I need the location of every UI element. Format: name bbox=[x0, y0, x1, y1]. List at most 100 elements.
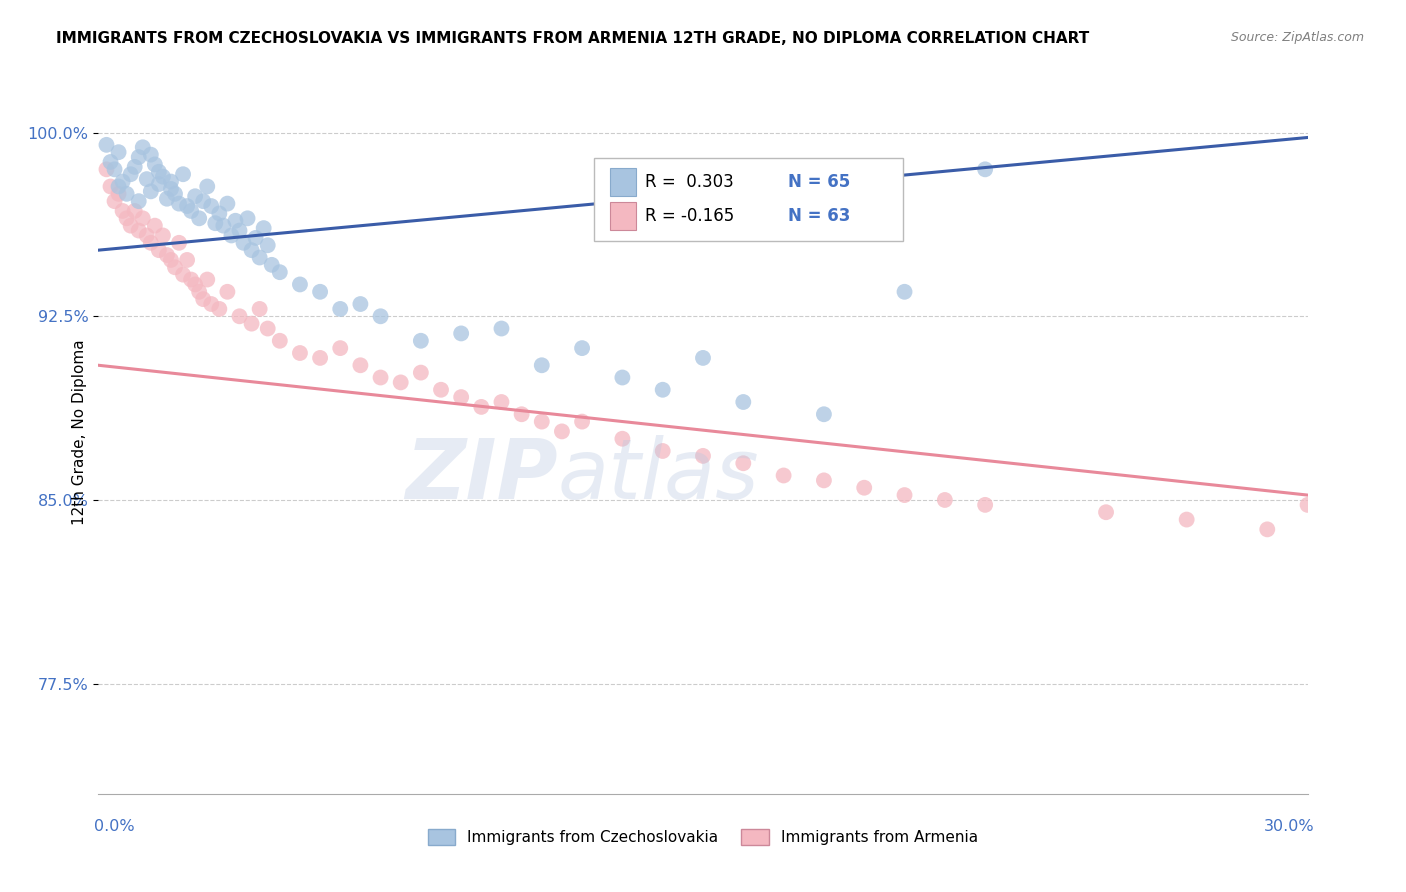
Point bbox=[813, 474, 835, 488]
Text: R =  0.303: R = 0.303 bbox=[645, 173, 734, 191]
Point bbox=[188, 285, 211, 299]
Point bbox=[249, 251, 271, 265]
Point bbox=[491, 321, 513, 335]
Point bbox=[228, 223, 250, 237]
Point bbox=[107, 145, 129, 160]
Point bbox=[195, 272, 218, 286]
Point bbox=[772, 468, 794, 483]
Point bbox=[450, 390, 472, 404]
Point bbox=[612, 432, 634, 446]
Point bbox=[148, 177, 170, 191]
Point bbox=[692, 449, 714, 463]
Point bbox=[1175, 512, 1198, 526]
Point bbox=[103, 162, 125, 177]
Point bbox=[240, 317, 263, 331]
Point bbox=[152, 169, 174, 184]
Point bbox=[132, 211, 155, 226]
Point bbox=[200, 199, 222, 213]
Text: Source: ZipAtlas.com: Source: ZipAtlas.com bbox=[1230, 31, 1364, 45]
Point bbox=[208, 301, 231, 316]
Point bbox=[152, 228, 174, 243]
Point bbox=[813, 407, 835, 421]
Point bbox=[115, 211, 138, 226]
Point bbox=[124, 204, 146, 219]
Point bbox=[530, 358, 553, 372]
Point bbox=[228, 310, 250, 324]
Point bbox=[1256, 522, 1278, 536]
Point bbox=[120, 167, 142, 181]
Point bbox=[148, 243, 170, 257]
Point bbox=[269, 334, 291, 348]
Point bbox=[236, 211, 259, 226]
Point bbox=[232, 235, 254, 250]
Point bbox=[349, 297, 371, 311]
Text: N = 65: N = 65 bbox=[787, 173, 849, 191]
Point bbox=[240, 243, 263, 257]
Point bbox=[853, 481, 876, 495]
Point bbox=[256, 321, 278, 335]
Point bbox=[692, 351, 714, 365]
Point bbox=[172, 268, 194, 282]
Point bbox=[193, 194, 215, 209]
Point bbox=[212, 219, 235, 233]
Point bbox=[893, 488, 915, 502]
Text: ZIP: ZIP bbox=[405, 435, 558, 516]
Point bbox=[163, 260, 186, 275]
Point bbox=[893, 285, 915, 299]
Point bbox=[612, 370, 634, 384]
Point bbox=[184, 189, 207, 203]
Point bbox=[156, 248, 179, 262]
Point bbox=[974, 162, 997, 177]
Point bbox=[148, 165, 170, 179]
Text: IMMIGRANTS FROM CZECHOSLOVAKIA VS IMMIGRANTS FROM ARMENIA 12TH GRADE, NO DIPLOMA: IMMIGRANTS FROM CZECHOSLOVAKIA VS IMMIGR… bbox=[56, 31, 1090, 46]
Bar bbox=[610, 202, 637, 229]
Point bbox=[370, 310, 392, 324]
Point bbox=[217, 285, 239, 299]
Point bbox=[135, 228, 157, 243]
Point bbox=[450, 326, 472, 341]
Point bbox=[139, 185, 162, 199]
Point bbox=[329, 341, 352, 355]
Point bbox=[120, 219, 142, 233]
Point bbox=[309, 285, 332, 299]
Point bbox=[217, 196, 239, 211]
Point bbox=[96, 137, 118, 152]
Point bbox=[124, 160, 146, 174]
FancyBboxPatch shape bbox=[595, 158, 903, 241]
Point bbox=[200, 297, 222, 311]
Point bbox=[184, 277, 207, 292]
Point bbox=[491, 395, 513, 409]
Point bbox=[245, 231, 267, 245]
Point bbox=[409, 366, 432, 380]
Point bbox=[107, 179, 129, 194]
Point bbox=[530, 415, 553, 429]
Point bbox=[100, 155, 122, 169]
Point bbox=[208, 206, 231, 220]
Point bbox=[1296, 498, 1319, 512]
Text: atlas: atlas bbox=[558, 435, 759, 516]
Point bbox=[470, 400, 492, 414]
Point bbox=[1095, 505, 1118, 519]
Text: 30.0%: 30.0% bbox=[1264, 820, 1315, 834]
Point bbox=[176, 199, 198, 213]
Point bbox=[156, 192, 179, 206]
Point bbox=[221, 228, 243, 243]
Point bbox=[224, 213, 246, 227]
Bar bbox=[610, 169, 637, 195]
Point bbox=[167, 235, 190, 250]
Text: N = 63: N = 63 bbox=[787, 207, 851, 225]
Point bbox=[409, 334, 432, 348]
Point bbox=[128, 150, 150, 164]
Point bbox=[143, 157, 166, 171]
Point bbox=[934, 493, 956, 508]
Point bbox=[172, 167, 194, 181]
Point bbox=[163, 186, 186, 201]
Point bbox=[160, 175, 183, 189]
Point bbox=[100, 179, 122, 194]
Point bbox=[370, 370, 392, 384]
Point bbox=[571, 415, 593, 429]
Point bbox=[195, 179, 218, 194]
Point bbox=[111, 204, 134, 219]
Point bbox=[128, 194, 150, 209]
Legend: Immigrants from Czechoslovakia, Immigrants from Armenia: Immigrants from Czechoslovakia, Immigran… bbox=[422, 823, 984, 851]
